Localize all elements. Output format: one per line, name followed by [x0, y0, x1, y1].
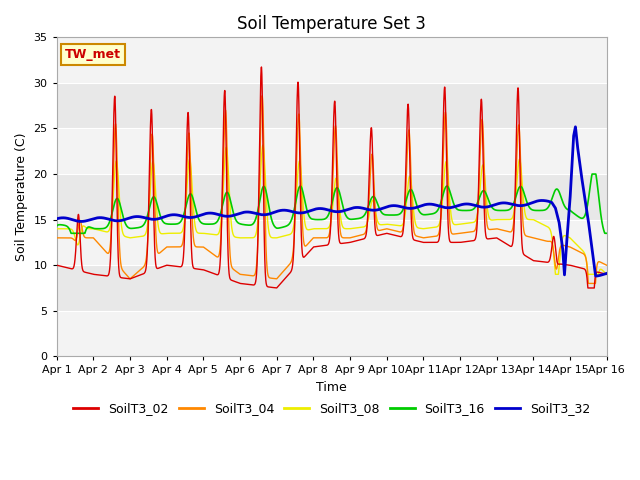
SoilT3_16 — [152, 197, 159, 203]
SoilT3_04 — [53, 235, 61, 241]
SoilT3_16 — [602, 230, 610, 236]
SoilT3_32 — [455, 203, 463, 208]
SoilT3_32 — [572, 124, 579, 130]
SoilT3_04 — [152, 223, 159, 229]
SoilT3_32 — [603, 271, 611, 276]
Bar — [57, 37, 607, 83]
SoilT3_04 — [602, 262, 610, 268]
SoilT3_08 — [486, 216, 494, 222]
Title: Soil Temperature Set 3: Soil Temperature Set 3 — [237, 15, 426, 33]
SoilT3_04 — [455, 230, 463, 236]
Line: SoilT3_04: SoilT3_04 — [57, 96, 607, 283]
SoilT3_02 — [584, 285, 592, 291]
SoilT3_08 — [259, 142, 267, 148]
SoilT3_04 — [603, 262, 611, 268]
SoilT3_08 — [425, 225, 433, 231]
SoilT3_02 — [486, 236, 494, 241]
Y-axis label: Soil Temperature (C): Soil Temperature (C) — [15, 132, 28, 261]
SoilT3_08 — [53, 226, 61, 232]
SoilT3_08 — [311, 226, 319, 232]
SoilT3_04 — [259, 93, 266, 98]
SoilT3_02 — [152, 259, 159, 265]
Legend: SoilT3_02, SoilT3_04, SoilT3_08, SoilT3_16, SoilT3_32: SoilT3_02, SoilT3_04, SoilT3_08, SoilT3_… — [68, 397, 595, 420]
SoilT3_32 — [424, 201, 432, 207]
SoilT3_16 — [53, 223, 61, 229]
SoilT3_02 — [53, 262, 61, 268]
SoilT3_02 — [311, 244, 319, 250]
SoilT3_08 — [152, 188, 159, 193]
SoilT3_08 — [455, 221, 463, 227]
SoilT3_16 — [67, 230, 75, 236]
Bar — [57, 129, 607, 174]
SoilT3_16 — [603, 230, 611, 236]
SoilT3_08 — [603, 271, 611, 277]
SoilT3_32 — [592, 273, 600, 279]
SoilT3_02 — [603, 271, 611, 277]
SoilT3_16 — [425, 212, 433, 217]
SoilT3_16 — [311, 216, 319, 222]
SoilT3_08 — [602, 271, 610, 276]
SoilT3_16 — [486, 201, 494, 207]
SoilT3_32 — [602, 271, 610, 276]
Line: SoilT3_32: SoilT3_32 — [57, 127, 607, 276]
SoilT3_02 — [602, 271, 610, 277]
Bar — [57, 220, 607, 265]
Bar — [57, 311, 607, 356]
Text: TW_met: TW_met — [65, 48, 121, 61]
SoilT3_32 — [53, 216, 61, 222]
SoilT3_32 — [311, 206, 319, 212]
Line: SoilT3_16: SoilT3_16 — [57, 174, 607, 233]
SoilT3_02 — [258, 64, 266, 70]
SoilT3_02 — [425, 240, 433, 245]
Line: SoilT3_02: SoilT3_02 — [57, 67, 607, 288]
SoilT3_16 — [455, 207, 463, 213]
SoilT3_04 — [584, 280, 592, 286]
SoilT3_04 — [425, 234, 433, 240]
SoilT3_32 — [152, 216, 159, 222]
SoilT3_32 — [486, 204, 494, 209]
SoilT3_08 — [552, 271, 559, 277]
X-axis label: Time: Time — [316, 381, 347, 394]
Line: SoilT3_08: SoilT3_08 — [57, 145, 607, 274]
SoilT3_04 — [311, 235, 319, 241]
SoilT3_02 — [455, 240, 463, 245]
SoilT3_04 — [486, 227, 494, 232]
SoilT3_16 — [588, 171, 596, 177]
